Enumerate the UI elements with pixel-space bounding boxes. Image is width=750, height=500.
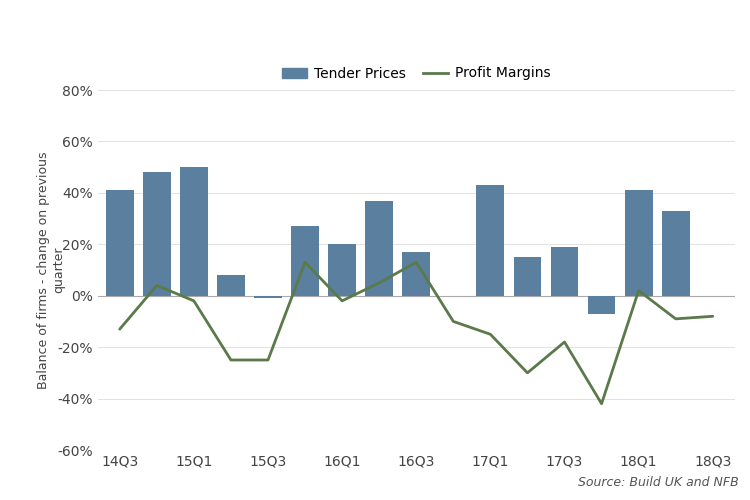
Bar — [402, 252, 430, 296]
Bar — [625, 190, 652, 296]
Bar — [476, 185, 504, 296]
Bar — [217, 275, 244, 295]
Bar — [365, 200, 393, 296]
Bar — [291, 226, 319, 296]
Bar — [143, 172, 171, 296]
Bar — [550, 247, 578, 296]
Text: Main Contractors’ Tender Prices & Profit Margins: Main Contractors’ Tender Prices & Profit… — [9, 26, 701, 50]
Bar — [588, 296, 616, 314]
Bar — [328, 244, 356, 296]
Y-axis label: Balance of firms - change on previous
quarter: Balance of firms - change on previous qu… — [38, 151, 65, 389]
Bar — [106, 190, 134, 296]
Bar — [514, 257, 542, 296]
Bar — [180, 167, 208, 296]
Legend: Tender Prices, Profit Margins: Tender Prices, Profit Margins — [277, 61, 556, 86]
Bar — [254, 296, 282, 298]
Text: Source: Build UK and NFB: Source: Build UK and NFB — [578, 476, 739, 489]
Bar — [662, 211, 689, 296]
